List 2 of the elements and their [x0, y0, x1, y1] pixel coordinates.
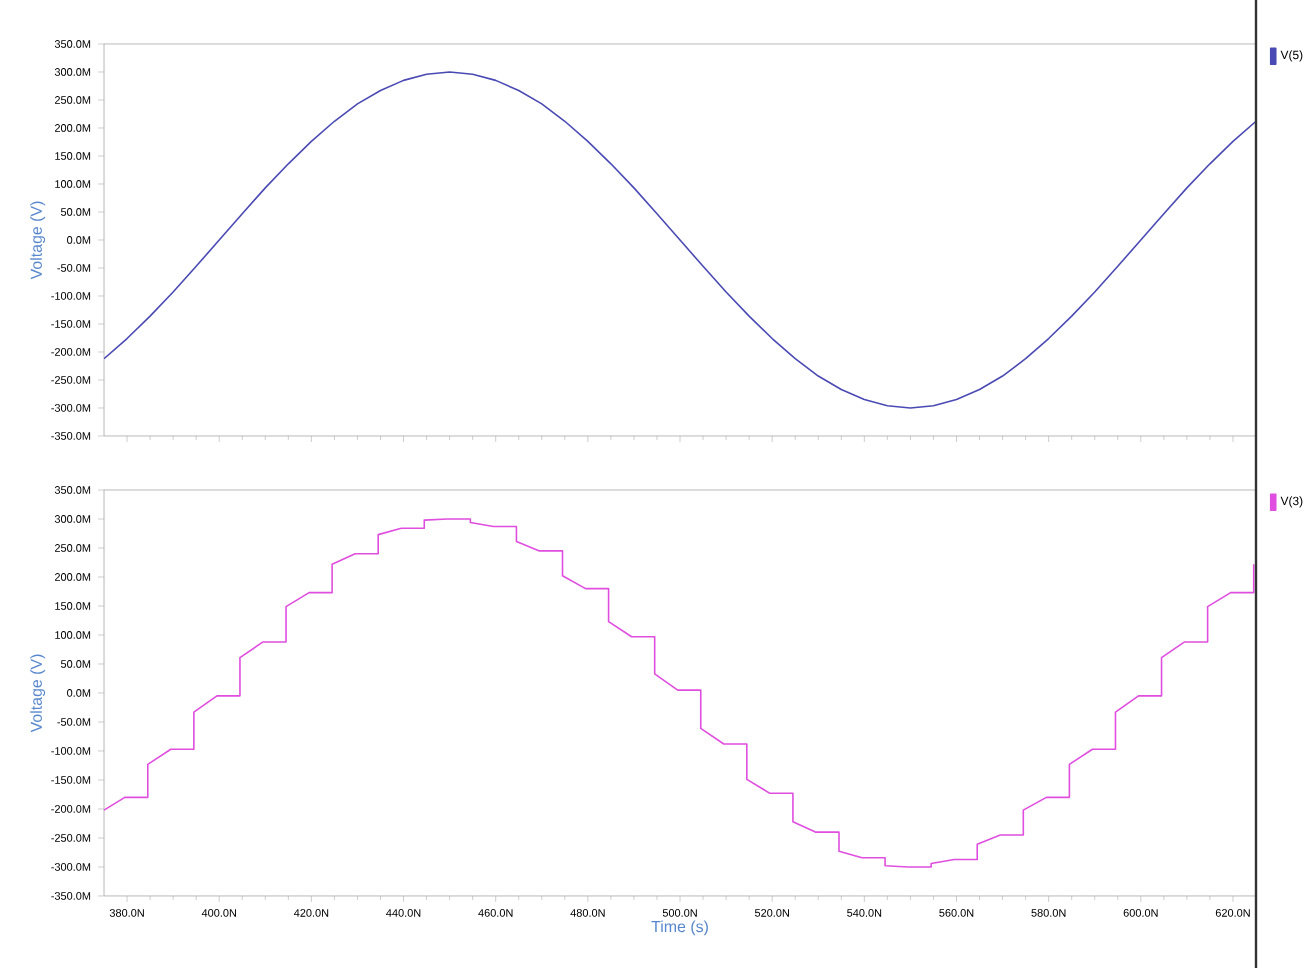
line-series: [104, 518, 1255, 868]
line-series: [104, 71, 1257, 409]
